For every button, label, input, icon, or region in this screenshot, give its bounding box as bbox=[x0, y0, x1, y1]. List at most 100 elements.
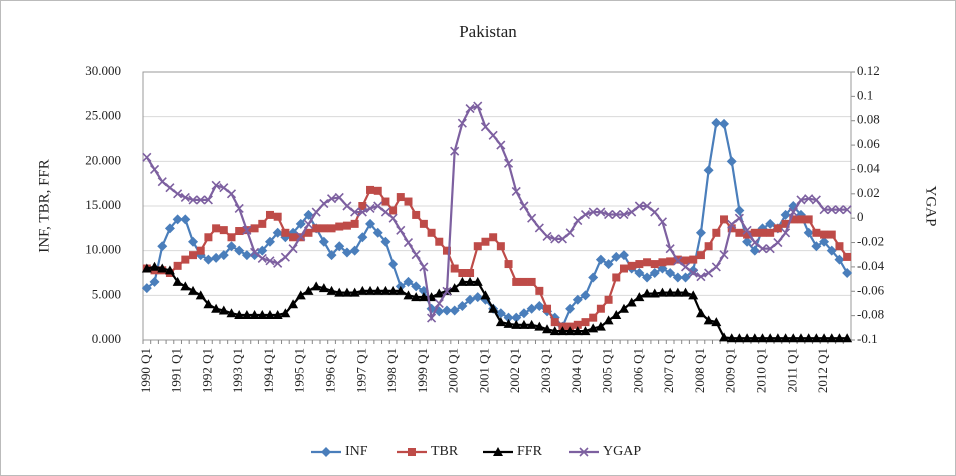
marker bbox=[327, 224, 336, 233]
marker bbox=[720, 215, 729, 224]
legend-label: INF bbox=[345, 444, 368, 459]
marker bbox=[257, 309, 268, 319]
marker bbox=[295, 218, 306, 229]
marker bbox=[180, 214, 191, 225]
y2-tick-label: 0.04 bbox=[857, 160, 880, 175]
marker bbox=[334, 192, 344, 203]
marker bbox=[326, 194, 337, 204]
marker bbox=[303, 219, 314, 229]
marker bbox=[634, 201, 644, 211]
marker bbox=[504, 260, 513, 269]
x-tick-label: 1999 Q1 bbox=[415, 348, 430, 393]
marker bbox=[180, 281, 191, 291]
marker bbox=[580, 209, 591, 220]
marker bbox=[403, 237, 414, 248]
marker bbox=[366, 185, 375, 194]
x-tick-label: 1996 Q1 bbox=[323, 348, 338, 393]
marker bbox=[365, 285, 376, 295]
marker bbox=[142, 152, 152, 162]
marker bbox=[665, 244, 675, 254]
marker bbox=[321, 447, 331, 457]
marker bbox=[188, 236, 199, 247]
marker bbox=[234, 245, 245, 256]
marker bbox=[218, 250, 229, 261]
marker bbox=[734, 213, 744, 223]
marker bbox=[711, 117, 722, 128]
marker bbox=[543, 304, 552, 313]
marker bbox=[819, 333, 830, 343]
marker bbox=[304, 228, 313, 237]
marker bbox=[372, 227, 383, 238]
marker bbox=[588, 323, 599, 333]
marker bbox=[273, 212, 282, 221]
marker bbox=[303, 285, 314, 295]
marker bbox=[704, 268, 714, 278]
marker bbox=[288, 244, 298, 254]
marker bbox=[380, 236, 391, 247]
marker bbox=[611, 251, 622, 262]
x-tick-label: 2004 Q1 bbox=[569, 348, 584, 393]
marker bbox=[311, 281, 322, 291]
marker bbox=[750, 228, 759, 237]
marker bbox=[842, 333, 853, 343]
x-tick-label: 2010 Q1 bbox=[753, 348, 768, 393]
marker bbox=[219, 183, 229, 193]
marker bbox=[588, 207, 598, 217]
marker bbox=[619, 209, 629, 220]
marker bbox=[572, 294, 583, 305]
marker bbox=[418, 292, 429, 302]
marker bbox=[526, 303, 537, 314]
marker bbox=[834, 254, 845, 265]
marker bbox=[318, 236, 329, 247]
legend-label: YGAP bbox=[603, 444, 641, 459]
marker bbox=[735, 228, 744, 237]
marker bbox=[573, 320, 582, 329]
marker bbox=[435, 237, 444, 246]
marker bbox=[519, 277, 528, 286]
marker bbox=[627, 261, 636, 270]
marker bbox=[164, 265, 175, 275]
marker bbox=[680, 272, 691, 283]
x-tick-label: 2007 Q1 bbox=[661, 348, 676, 393]
marker bbox=[373, 186, 382, 195]
marker bbox=[288, 299, 299, 309]
marker bbox=[650, 207, 660, 217]
marker bbox=[173, 261, 182, 270]
marker bbox=[496, 140, 506, 150]
marker bbox=[603, 315, 614, 325]
marker bbox=[334, 287, 345, 297]
marker bbox=[542, 324, 553, 334]
series bbox=[141, 261, 853, 343]
marker bbox=[772, 333, 783, 343]
marker bbox=[611, 209, 621, 220]
marker bbox=[580, 290, 591, 301]
x-tick-label: 2003 Q1 bbox=[538, 348, 553, 393]
x-tick-label: 2000 Q1 bbox=[446, 348, 461, 393]
marker bbox=[226, 189, 237, 199]
marker bbox=[457, 118, 467, 128]
marker bbox=[796, 195, 806, 205]
marker bbox=[473, 101, 483, 111]
marker bbox=[604, 295, 613, 304]
marker bbox=[711, 262, 721, 272]
y2-tick-label: 0 bbox=[857, 209, 864, 224]
marker bbox=[811, 195, 821, 205]
marker bbox=[703, 165, 714, 176]
marker bbox=[612, 273, 621, 282]
marker bbox=[680, 262, 691, 272]
marker bbox=[611, 309, 622, 319]
marker bbox=[665, 287, 676, 297]
marker bbox=[342, 201, 352, 211]
marker bbox=[489, 233, 498, 242]
marker bbox=[503, 318, 514, 328]
marker bbox=[827, 230, 836, 239]
marker bbox=[658, 258, 667, 267]
y-tick-label: 20.000 bbox=[85, 152, 121, 167]
marker bbox=[264, 309, 275, 319]
marker bbox=[141, 263, 152, 273]
marker bbox=[704, 242, 713, 251]
marker bbox=[503, 158, 514, 168]
y-tick-label: 25.000 bbox=[85, 108, 121, 123]
marker bbox=[688, 268, 698, 278]
